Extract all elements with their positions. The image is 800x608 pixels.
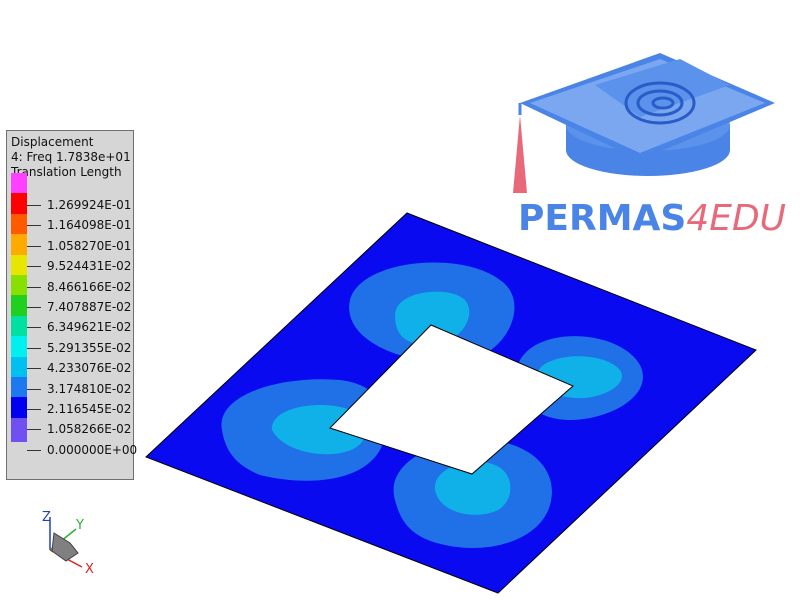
legend-tick bbox=[27, 245, 41, 247]
permas-logo-text: PERMAS4EDU bbox=[518, 198, 786, 239]
legend-title: Displacement bbox=[11, 135, 94, 149]
legend-subtitle: 4: Freq 1.7838e+01 bbox=[11, 150, 131, 164]
legend-tick bbox=[27, 368, 41, 370]
triad-body bbox=[51, 532, 79, 562]
legend-swatch bbox=[11, 417, 27, 442]
legend-tick bbox=[27, 347, 41, 349]
legend-swatch bbox=[11, 336, 27, 357]
legend-value: 7.407887E-02 bbox=[47, 300, 132, 314]
legend-value: 1.164098E-01 bbox=[47, 218, 132, 233]
legend-tick bbox=[27, 307, 41, 308]
legend-value: 1.058266E-02 bbox=[47, 422, 132, 437]
legend-tick bbox=[27, 225, 41, 227]
legend-tick bbox=[27, 327, 41, 329]
legend-tick bbox=[27, 388, 41, 390]
legend-swatch bbox=[11, 377, 27, 398]
legend-value: 6.349621E-02 bbox=[47, 320, 132, 335]
legend-tick bbox=[27, 286, 41, 288]
legend-value: 4.233076E-02 bbox=[47, 361, 132, 376]
plate-outline bbox=[145, 212, 757, 594]
legend-swatch bbox=[11, 356, 27, 377]
contour-core-upper bbox=[395, 291, 470, 345]
legend-header: Displacement 4: Freq 1.7838e+01 Translat… bbox=[11, 135, 131, 180]
legend-swatch bbox=[11, 397, 27, 418]
legend-tick bbox=[27, 205, 41, 206]
legend-tick bbox=[27, 449, 41, 451]
legend-tick bbox=[27, 429, 41, 431]
legend-tick bbox=[27, 409, 41, 410]
logo-suffix: 4EDU bbox=[686, 198, 787, 239]
legend-quantity: Translation Length bbox=[11, 165, 122, 179]
y-label: Y bbox=[75, 518, 84, 533]
legend-swatch bbox=[11, 213, 27, 235]
z-label: Z bbox=[42, 510, 51, 525]
plate-hole bbox=[329, 324, 574, 475]
legend-swatch bbox=[11, 173, 27, 194]
legend-swatch bbox=[11, 315, 27, 337]
legend-swatch bbox=[11, 254, 27, 275]
legend-swatch bbox=[11, 275, 27, 296]
permas-logo bbox=[513, 53, 775, 193]
legend-value: 2.116545E-02 bbox=[47, 402, 132, 416]
legend-value: 3.174810E-02 bbox=[47, 381, 132, 396]
legend-value: 1.058270E-01 bbox=[47, 238, 132, 253]
legend-swatch bbox=[11, 234, 27, 255]
legend-swatch bbox=[11, 295, 27, 316]
legend-value: 9.524431E-02 bbox=[47, 259, 132, 274]
legend-value: 0.000000E+00 bbox=[47, 442, 138, 457]
legend-tick bbox=[27, 266, 41, 268]
logo-word: PERMAS bbox=[518, 198, 687, 239]
contour-core-lower bbox=[434, 461, 511, 515]
axis-triad: Z Y X bbox=[42, 510, 94, 577]
legend-value: 8.466166E-02 bbox=[47, 279, 132, 294]
color-legend: Displacement 4: Freq 1.7838e+01 Translat… bbox=[6, 130, 138, 480]
x-label: X bbox=[85, 562, 94, 577]
legend-value: 5.291355E-02 bbox=[47, 340, 132, 355]
legend-value: 1.269924E-01 bbox=[47, 198, 132, 212]
legend-swatch bbox=[11, 193, 27, 214]
